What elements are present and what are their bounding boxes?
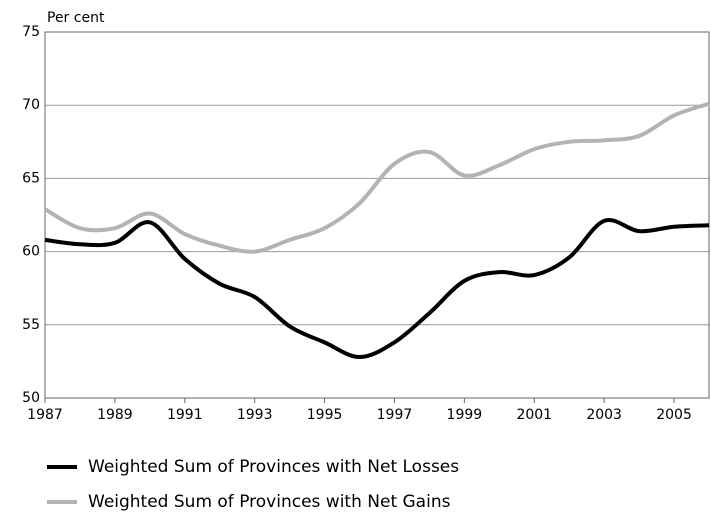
data-line — [43, 101, 710, 254]
x-tick-label: 1993 — [237, 407, 273, 423]
plot-frame — [44, 31, 710, 399]
y-tick-label: 75 — [22, 24, 40, 40]
x-tick-label: 1997 — [377, 407, 413, 423]
x-tick-label: 2001 — [516, 407, 552, 423]
x-tick-label: 2003 — [586, 407, 622, 423]
y-axis-label: Per cent — [47, 10, 105, 26]
x-tick-label: 1991 — [167, 407, 203, 423]
x-tick-label: 1995 — [307, 407, 343, 423]
y-tick-label: 55 — [22, 317, 40, 333]
x-tick-label: 1987 — [27, 407, 63, 423]
legend-label: Weighted Sum of Provinces with Net Losse… — [88, 457, 459, 477]
legend-label: Weighted Sum of Provinces with Net Gains — [88, 492, 451, 512]
x-tick-label: 2005 — [656, 407, 692, 423]
y-tick-label: 50 — [22, 390, 40, 406]
x-tick-label: 1989 — [97, 407, 133, 423]
data-line — [44, 218, 710, 360]
x-tick-label: 1999 — [447, 407, 483, 423]
y-tick-label: 60 — [22, 244, 40, 260]
y-tick-label: 65 — [22, 170, 40, 186]
y-tick-label: 70 — [22, 97, 40, 113]
